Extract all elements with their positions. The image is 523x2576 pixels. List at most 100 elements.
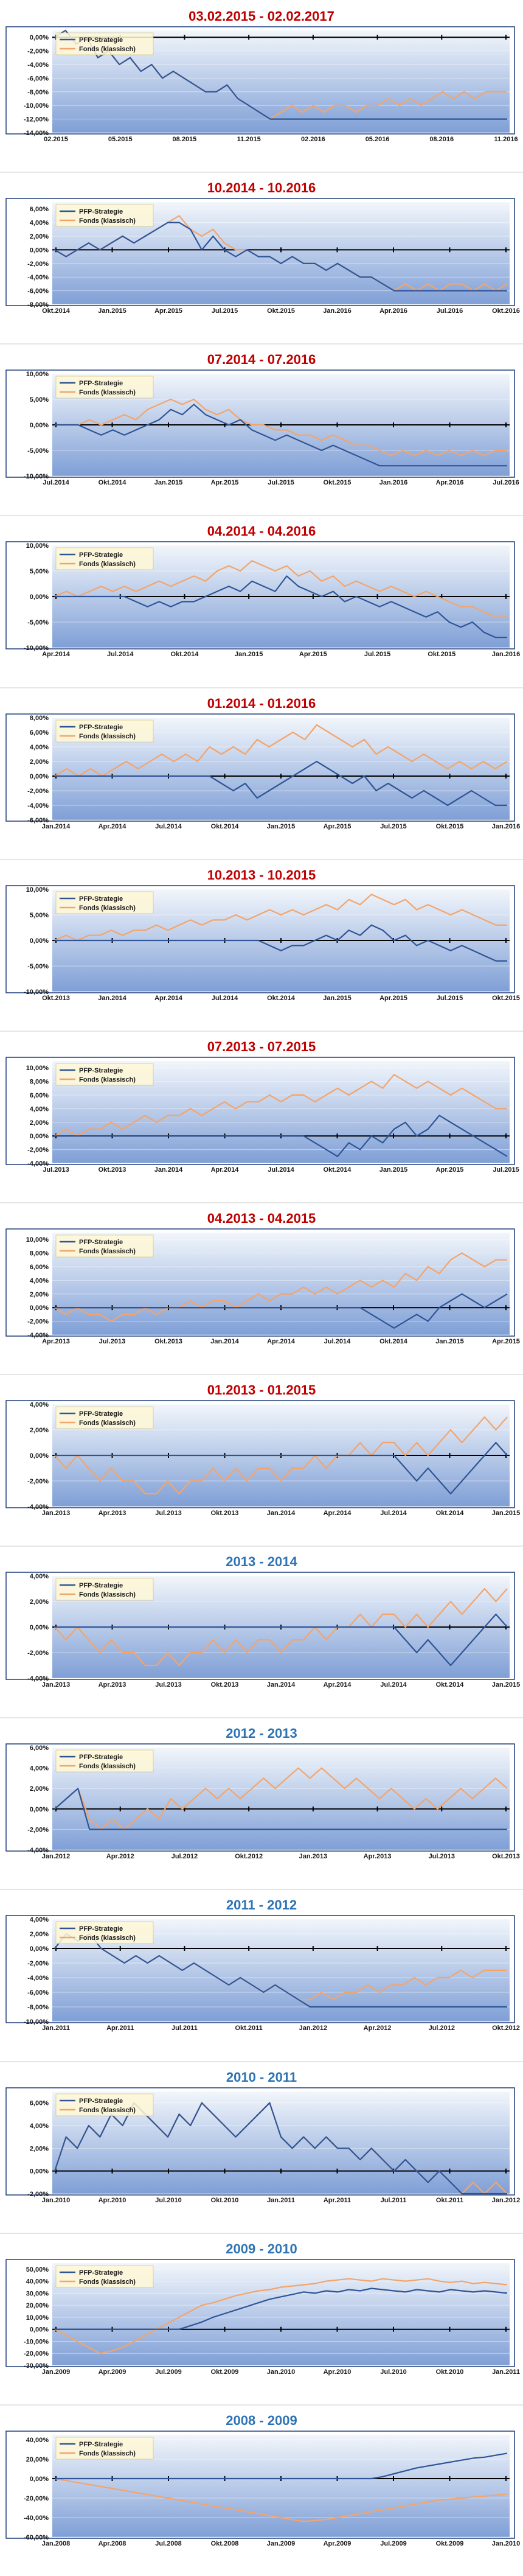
series-line-fonds [54, 560, 507, 618]
y-tick-label: -6,00% [27, 1989, 49, 1997]
x-tick-label: Apr.2009 [99, 2368, 126, 2376]
y-tick-label: 2,00% [30, 758, 49, 766]
x-tick-label: Jan.2012 [42, 1853, 70, 1860]
x-tick-label: Jul.2015 [493, 1166, 519, 1174]
x-tick-label: Apr.2014 [42, 651, 71, 658]
legend-box [55, 547, 154, 570]
x-tick-label: Jan.2016 [492, 823, 520, 830]
y-tick-label: 2,00% [30, 1427, 49, 1434]
chart-title: 01.2014 - 01.2016 [207, 696, 316, 711]
series-line-fonds [54, 1587, 508, 1667]
y-tick-label: 0,00% [30, 2168, 49, 2175]
legend-label: PFP-Strategie [79, 2269, 123, 2277]
y-tick-label: 0,00% [30, 1624, 49, 1631]
series-line-pfp [54, 1788, 507, 1830]
x-tick-label: 08.2015 [173, 136, 197, 143]
chart-svg: 8,00% 6,00% 4,00% 2,00% 0,00% -2,00% -4,00% -6,… [5, 713, 520, 830]
chart-title: 04.2013 - 04.2015 [207, 1211, 316, 1226]
x-tick-label: Apr.2013 [99, 1510, 126, 1517]
y-tick-label: 2,00% [30, 1119, 49, 1127]
chart-panel: 01.2013 - 01.2015 4,00% 2,00% 0,00% -2,00% -4… [0, 1374, 523, 1545]
y-tick-label: 10,00% [26, 371, 49, 378]
y-tick-label: 6,00% [30, 1092, 49, 1099]
x-tick-label: Okt.2009 [436, 2540, 464, 2547]
y-tick-label: 0,00% [30, 773, 49, 780]
legend-label: PFP-Strategie [79, 1410, 123, 1418]
legend-label: Fonds (klassisch) [79, 1763, 136, 1770]
chart-panel: 10.2014 - 10.2016 6,00% 4,00% 2,00% 0,00% -2,… [0, 172, 523, 343]
x-tick-label: 05.2016 [365, 136, 390, 143]
x-tick-label: Okt.2012 [235, 1853, 263, 1860]
x-tick-label: Apr.2014 [211, 1166, 240, 1174]
legend-label: PFP-Strategie [79, 1754, 123, 1761]
x-tick-label: Apr.2011 [324, 2197, 351, 2204]
series-line-pfp [55, 760, 507, 807]
panel-divider [0, 2404, 523, 2406]
x-tick-label: Jul.2014 [155, 823, 182, 830]
legend-label: Fonds (klassisch) [79, 389, 136, 396]
x-tick-label: Jul.2008 [155, 2540, 181, 2547]
x-tick-label: Jul.2015 [437, 995, 463, 1002]
chart-panel: 03.02.2015 - 02.02.2017 0,00% -2,00% -4,00%… [0, 0, 523, 172]
x-tick-label: Apr.2013 [364, 1853, 392, 1860]
chart-svg: 10,00% 5,00% 0,00% -5,00% -10,00%Okt.2013 Jan… [5, 885, 520, 1002]
chart-svg: 4,00% 2,00% 0,00% -2,00% -4,00%Jan.2013 Apr.2… [5, 1572, 520, 1689]
x-tick-label: Okt.2014 [99, 479, 127, 486]
x-tick-label: Apr.2012 [364, 2025, 392, 2032]
legend-box [55, 1749, 154, 1773]
y-tick-label: -14,00% [24, 130, 49, 137]
x-tick-label: Okt.2012 [492, 2025, 520, 2032]
legend-box [55, 2437, 154, 2460]
y-tick-label: -4,00% [27, 1975, 49, 1982]
y-tick-label: -5,00% [27, 447, 49, 455]
chart-svg: 6,00% 4,00% 2,00% 0,00% -2,00% -4,00%Jan.2012… [5, 1743, 520, 1860]
y-tick-label: 0,00% [30, 1945, 49, 1953]
y-tick-label: -2,00% [27, 261, 49, 268]
legend-label: PFP-Strategie [79, 1067, 123, 1074]
x-tick-label: Apr.2008 [99, 2540, 126, 2547]
x-tick-label: Okt.2014 [324, 1166, 352, 1174]
x-tick-label: Okt.2014 [436, 1681, 465, 1689]
y-tick-label: 10,00% [26, 1065, 49, 1072]
y-tick-label: 6,00% [30, 1745, 49, 1752]
x-tick-label: Okt.2008 [211, 2540, 239, 2547]
chart-panel: 2009 - 2010 50,00% 40,00% 30,00% 20,00% 10,00… [0, 2233, 523, 2404]
chart-title: 2011 - 2012 [226, 1897, 297, 1913]
chart-svg: 10,00% 8,00% 6,00% 4,00% 2,00% 0,00% -2,00% -4,… [5, 1228, 520, 1345]
chart-svg: 10,00% 5,00% 0,00% -5,00% -10,00%Jul.2014 Okt… [5, 369, 519, 486]
legend-label: Fonds (klassisch) [79, 561, 136, 568]
y-tick-label: -60,00% [24, 2534, 49, 2541]
panel-divider [0, 2233, 523, 2234]
panel-divider [0, 1717, 523, 1718]
x-tick-label: Jul.2013 [43, 1166, 69, 1174]
x-tick-label: Apr.2013 [42, 1338, 70, 1345]
y-tick-label: 0,00% [30, 593, 49, 601]
series-line-pfp [55, 1613, 508, 1667]
y-tick-label: 50,00% [26, 2266, 49, 2273]
y-tick-label: 2,00% [30, 233, 49, 240]
y-tick-label: -10,00% [24, 2018, 49, 2026]
legend-label: Fonds (klassisch) [79, 2278, 136, 2286]
x-tick-label: Jan.2014 [42, 823, 71, 830]
y-tick-label: -6,00% [27, 75, 49, 82]
x-tick-label: Apr.2009 [324, 2540, 352, 2547]
x-tick-label: Apr.2013 [99, 1681, 126, 1689]
x-tick-label: Jan.2011 [267, 2197, 295, 2204]
y-tick-label: -6,00% [27, 288, 49, 295]
chart-title: 01.2013 - 01.2015 [207, 1382, 316, 1398]
x-tick-label: Jan.2016 [492, 651, 520, 658]
x-tick-label: Jan.2009 [267, 2540, 295, 2547]
x-tick-label: Jul.2011 [171, 2025, 198, 2032]
y-tick-label: 8,00% [30, 715, 49, 722]
y-tick-label: -20,00% [24, 2495, 49, 2502]
x-tick-label: Jul.2014 [107, 651, 134, 658]
x-tick-label: Jan.2009 [42, 2368, 70, 2376]
x-tick-label: Apr.2015 [211, 479, 239, 486]
legend-box [55, 1063, 154, 1086]
x-tick-label: Okt.2014 [42, 307, 71, 315]
series-line-fonds [54, 1252, 507, 1322]
